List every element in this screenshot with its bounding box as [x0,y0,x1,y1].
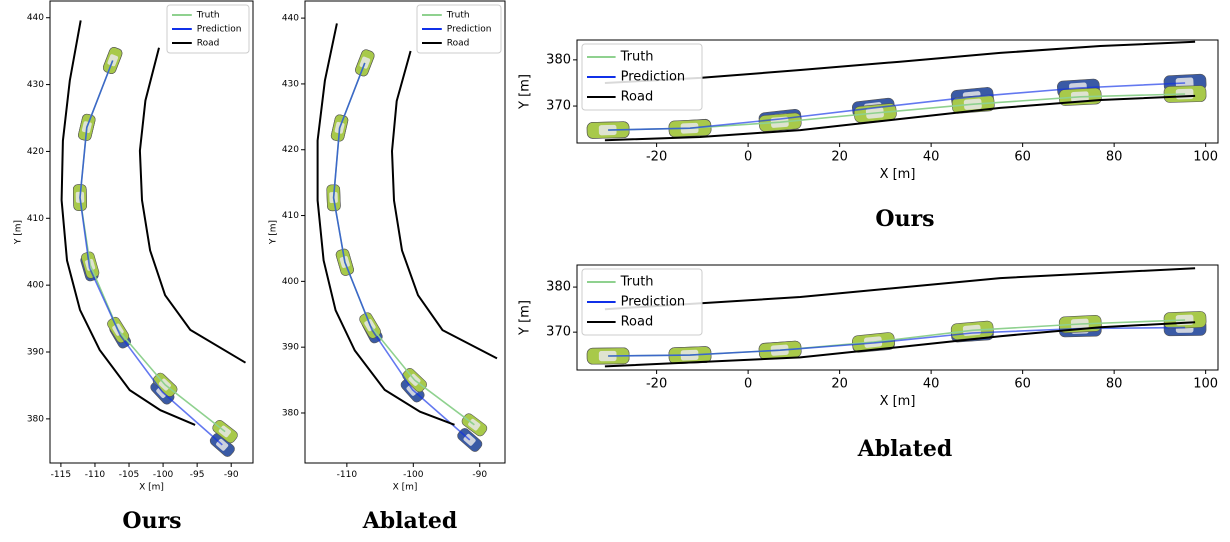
x-tick-label: -20 [646,149,667,164]
series-line [316,23,498,426]
car-roof [359,56,371,69]
x-tick-label: -110 [85,470,106,480]
x-tick-label: -90 [472,470,487,480]
legend-label: Truth [196,11,220,21]
legend-label: Prediction [621,295,686,310]
series-line [332,62,471,441]
car-marker [355,49,375,77]
y-tick-label: 380 [282,408,299,418]
x-axis-label: X [m] [880,394,916,409]
legend-box [581,43,703,111]
x-tick-label: -90 [224,470,239,480]
y-tick-label: 370 [546,99,571,114]
plot-frame [49,0,254,464]
x-axis-label: X [m] [393,483,418,493]
x-axis-label: X [m] [880,167,916,182]
plot-area [586,40,1207,142]
y-tick-label: 410 [282,211,299,221]
caption: Ours [122,508,181,534]
y-axis-label: Y [m] [518,74,533,110]
x-tick-label: 80 [1106,376,1123,391]
x-tick-label: 40 [923,376,940,391]
legend-label: Prediction [621,70,686,85]
legend-label: Road [621,90,654,105]
x-tick-label: 100 [1193,376,1218,391]
legend-label: Road [197,39,220,49]
x-axis-label: X [m] [139,483,164,493]
series-line [79,60,223,446]
car-roof [598,124,617,136]
y-axis-label: Y [m] [14,220,24,245]
x-tick-label: -100 [403,470,424,480]
y-tick-label: 440 [27,13,44,23]
legend: Truth Prediction Road [166,4,250,54]
y-tick-label: 410 [27,214,44,224]
y-tick-label: 430 [282,79,299,89]
series-line [60,20,247,426]
y-tick-label: 390 [27,348,44,358]
y-tick-label: 420 [27,147,44,157]
y-tick-label: 400 [27,281,44,291]
x-tick-label: -20 [646,376,667,391]
legend-label: Prediction [197,25,242,35]
legend: Truth Prediction Road [581,43,703,111]
x-tick-label: 0 [744,149,752,164]
legend-label: Prediction [447,25,492,35]
legend-label: Road [621,315,654,330]
plot-frame [304,0,506,464]
x-tick-label: 0 [744,376,752,391]
legend-label: Road [447,39,470,49]
plot-frame [576,264,1219,371]
x-tick-label: -95 [190,470,205,480]
series-line [332,62,475,426]
y-axis-label: Y [m] [518,300,533,336]
x-tick-label: -110 [337,470,358,480]
plot-area [316,23,498,452]
legend-box [581,268,703,336]
legend-label: Truth [620,50,654,65]
y-axis-label: Y [m] [269,220,279,245]
legend: Truth Prediction Road [416,4,502,54]
x-tick-label: 60 [1014,376,1031,391]
plot-area [586,267,1207,368]
series-line [79,60,226,433]
x-tick-label: 100 [1193,149,1218,164]
car-roof [598,350,617,362]
x-tick-label: 60 [1014,149,1031,164]
y-tick-label: 380 [27,414,44,424]
y-tick-label: 380 [546,52,571,67]
caption: Ablated [362,508,458,534]
y-tick-label: 400 [282,277,299,287]
y-tick-label: 370 [546,325,571,340]
x-tick-label: -105 [119,470,139,480]
y-tick-label: 430 [27,80,44,90]
x-tick-label: -115 [51,470,71,480]
legend-box [166,4,250,54]
legend: Truth Prediction Road [581,268,703,336]
y-tick-label: 440 [282,14,299,24]
legend-box [416,4,502,54]
x-tick-label: 80 [1106,149,1123,164]
plot-frame [576,39,1219,144]
legend-label: Truth [620,275,654,290]
legend-label: Truth [446,11,470,21]
plot-area [60,20,247,457]
x-tick-label: 40 [923,149,940,164]
x-tick-label: 20 [831,149,848,164]
caption: Ablated [857,436,953,462]
y-tick-label: 420 [282,145,299,155]
y-tick-label: 390 [282,343,299,353]
y-tick-label: 380 [546,280,571,295]
x-tick-label: 20 [831,376,848,391]
series-line [608,82,1186,131]
caption: Ours [875,206,934,232]
x-tick-label: -100 [153,470,174,480]
series-line [604,267,1196,368]
car-roof [107,54,119,67]
